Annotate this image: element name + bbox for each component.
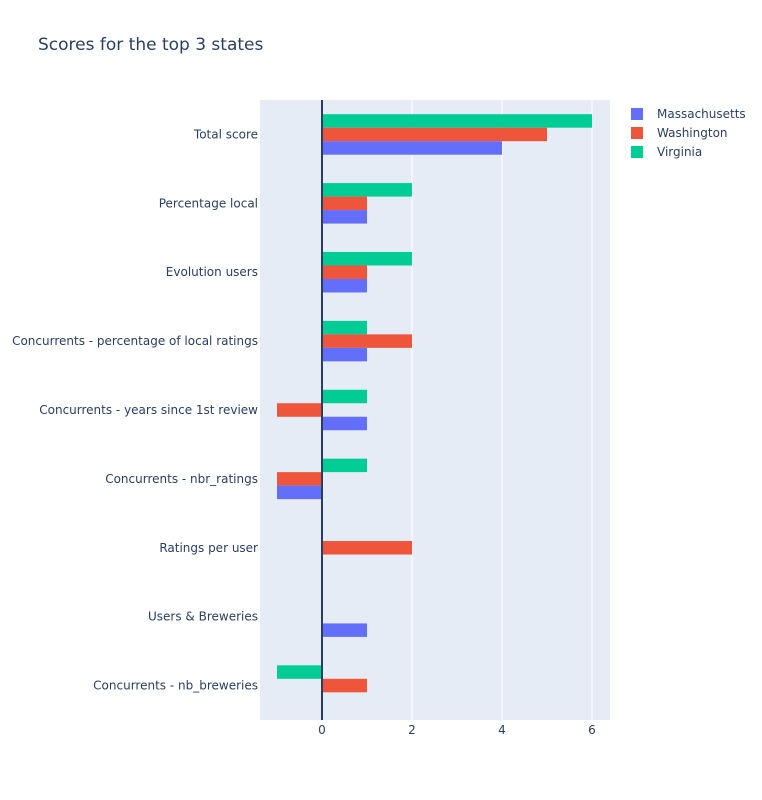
legend-swatch [631,127,643,139]
bar-washington: Washington: -1 [277,472,322,486]
legend-swatch [631,146,643,158]
legend-item-virginia[interactable]: Virginia [631,145,702,159]
bar-virginia: Virginia: 1 [322,389,367,404]
bar-massachusetts: Massachusetts: 1 [322,347,367,362]
y-tick-label: Percentage local [159,196,258,210]
chart-title: Scores for the top 3 states [38,35,264,55]
bar-virginia: Virginia: 1 [322,458,367,473]
bar-massachusetts: Massachusetts: 1 [322,278,367,293]
legend-label: Virginia [657,145,702,159]
x-tick-labels: 0 2 4 6 [318,723,596,737]
bar-washington: Washington: 1 [322,265,367,279]
bar-washington: Washington: -1 [277,403,322,417]
legend-item-massachusetts[interactable]: Massachusetts [631,107,746,121]
bars: Virginia: 6Washington: 5Massachusetts: 4… [277,114,592,693]
bar-washington: Washington: 1 [322,678,367,693]
bar-massachusetts: Massachusetts: 1 [322,416,367,431]
y-tick-label: Concurrents - percentage of local rating… [12,334,258,348]
y-tick-label: Users & Breweries [148,610,258,624]
bar-washington: Washington: 2 [322,541,412,555]
bar-washington: Washington: 1 [322,196,367,211]
legend-item-washington[interactable]: Washington [631,126,728,140]
bar-massachusetts: Massachusetts: 1 [322,210,367,224]
y-tick-label: Concurrents - nbr_ratings [105,472,258,486]
y-tick-labels: Total score Percentage local Evolution use… [12,127,258,692]
bar-virginia: Virginia: 2 [322,183,412,197]
x-tick-label: 2 [408,723,416,737]
gridlines [411,100,593,720]
bar-virginia: Virginia: 2 [322,251,412,266]
bar-washington: Washington: 2 [322,334,412,348]
y-tick-label: Evolution users [166,265,258,279]
bar-massachusetts: Massachusetts: -1 [277,485,322,500]
x-tick-label: 0 [318,723,326,737]
x-tick-label: 6 [588,723,596,737]
legend-label: Washington [657,126,728,140]
bar-massachusetts: Massachusetts: 1 [322,623,367,637]
legend-label: Massachusetts [657,107,746,121]
bar-massachusetts: Massachusetts: 4 [322,141,502,155]
y-tick-label: Concurrents - years since 1st review [39,403,258,417]
legend[interactable]: Massachusetts Washington Virginia [631,107,746,159]
bar-virginia: Virginia: 1 [322,320,367,335]
y-tick-label: Concurrents - nb_breweries [93,679,258,693]
legend-swatch [631,108,643,120]
bar-virginia: Virginia: -1 [277,665,322,679]
bar-washington: Washington: 5 [322,127,547,142]
x-tick-label: 4 [498,723,506,737]
bar-virginia: Virginia: 6 [322,114,592,128]
y-tick-label: Ratings per user [159,541,258,555]
y-tick-label: Total score [193,127,258,141]
